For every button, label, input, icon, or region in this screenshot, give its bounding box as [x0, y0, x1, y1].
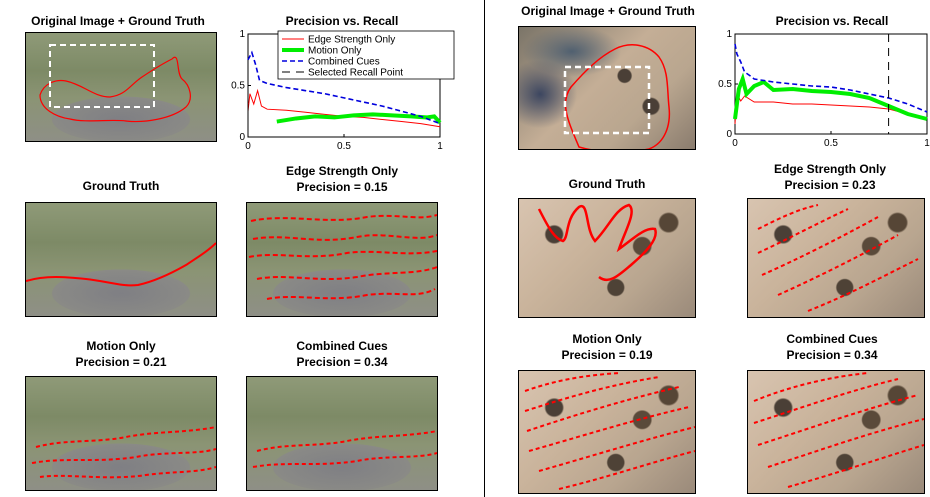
series-combined-cues	[734, 43, 928, 113]
right-gt-title: Ground Truth	[568, 177, 646, 191]
legend-box	[277, 30, 455, 80]
right-comb-title: Combined Cues	[786, 332, 878, 346]
left-motion-precision: Precision = 0.21	[75, 355, 167, 369]
left-combined-image	[246, 376, 438, 491]
right-edge-title: Edge Strength Only	[773, 162, 886, 176]
right-combined-image	[747, 370, 925, 494]
right-edge-image	[747, 198, 925, 318]
y-tick-label: 0.5	[231, 81, 245, 92]
y-tick-label: 1	[726, 29, 732, 40]
panel-divider	[484, 0, 485, 497]
right-motion-image	[518, 370, 696, 494]
x-tick-label: 0.5	[337, 141, 351, 152]
legend-entry: Motion Only	[308, 46, 361, 57]
right-edge-precision: Precision = 0.23	[784, 178, 876, 192]
series-combined-cues	[247, 50, 441, 125]
left-pr-title: Precision vs. Recall	[285, 14, 399, 28]
left-edge-precision: Precision = 0.15	[296, 180, 388, 194]
y-tick-label: 0	[239, 132, 245, 143]
left-edge-title: Edge Strength Only	[285, 164, 398, 178]
x-tick-label: 1	[924, 138, 930, 149]
y-tick-label: 0	[726, 129, 732, 140]
series-edge-strength-only	[734, 92, 928, 125]
series-edge-strength-only	[247, 88, 441, 128]
legend-entry: Combined Cues	[308, 57, 380, 68]
x-tick-label: 0	[245, 141, 251, 152]
left-comb-precision: Precision = 0.34	[296, 355, 388, 369]
x-tick-label: 0	[732, 138, 738, 149]
left-ground-truth-image	[25, 202, 217, 317]
right-orig-title: Original Image + Ground Truth	[521, 4, 695, 18]
x-tick-label: 0.5	[824, 138, 838, 149]
right-motion-precision: Precision = 0.19	[561, 348, 653, 362]
right-pr-title: Precision vs. Recall	[775, 14, 889, 28]
right-motion-title: Motion Only	[572, 332, 642, 346]
y-tick-label: 0.5	[718, 79, 732, 90]
left-edge-image	[246, 202, 438, 317]
y-tick-label: 1	[239, 29, 245, 40]
legend-entry: Selected Recall Point	[308, 68, 403, 79]
series-motion-only	[733, 72, 928, 121]
left-orig-title: Original Image + Ground Truth	[31, 14, 205, 28]
right-pr-chart: 0 0.5 1 0 0.5 1	[718, 29, 930, 149]
right-comb-precision: Precision = 0.34	[786, 348, 878, 362]
left-gt-title: Ground Truth	[82, 179, 160, 193]
series-motion-only	[276, 112, 442, 124]
right-original-image	[518, 26, 696, 150]
x-tick-label: 1	[437, 141, 443, 152]
legend-entry: Edge Strength Only	[308, 35, 395, 46]
left-motion-image	[25, 376, 217, 491]
right-ground-truth-image	[518, 198, 696, 318]
left-motion-title: Motion Only	[86, 339, 156, 353]
left-comb-title: Combined Cues	[296, 339, 388, 353]
left-original-image	[25, 32, 217, 142]
